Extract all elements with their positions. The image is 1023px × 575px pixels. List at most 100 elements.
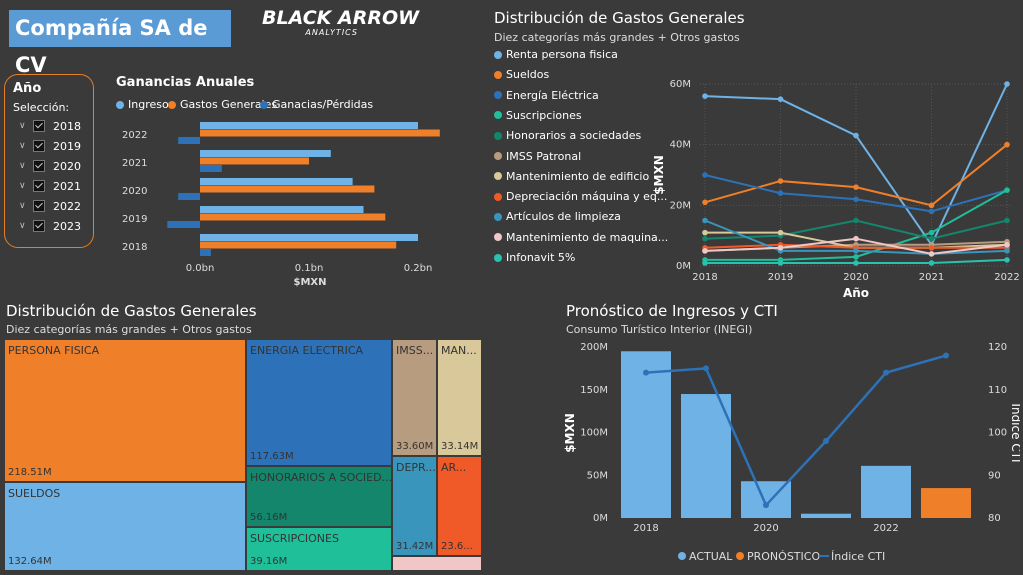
series-point[interactable] [702, 260, 708, 266]
year-option-2023[interactable]: ∨ 2023 [19, 217, 81, 235]
line-legend-item[interactable]: Mantenimiento de maquina... [494, 231, 668, 244]
forecast-legend-item[interactable]: PRONÓSTICO [736, 550, 820, 563]
annual-bar[interactable] [178, 193, 200, 200]
year-checkbox[interactable] [33, 160, 45, 172]
series-point[interactable] [1004, 248, 1010, 254]
cti-point[interactable] [883, 369, 889, 376]
series-point[interactable] [853, 132, 859, 139]
series-point[interactable] [777, 178, 784, 184]
series-point[interactable] [777, 245, 784, 251]
series-point[interactable] [853, 260, 859, 266]
series-point[interactable] [702, 235, 708, 242]
annual-bar[interactable] [178, 137, 200, 144]
actual-bar[interactable] [801, 513, 851, 518]
treemap-cell[interactable]: PERSONA FISICA 218.51M [4, 339, 246, 482]
series-point[interactable] [928, 235, 935, 242]
annual-bar[interactable] [200, 178, 353, 185]
cti-point[interactable] [643, 369, 649, 376]
series-point[interactable] [853, 196, 859, 203]
series-point[interactable] [777, 229, 784, 236]
year-option-2021[interactable]: ∨ 2021 [19, 177, 81, 195]
series-point[interactable] [853, 217, 859, 224]
series-point[interactable] [777, 190, 784, 196]
cti-point[interactable] [823, 438, 829, 445]
actual-bar[interactable] [681, 394, 731, 518]
annual-bar[interactable] [200, 234, 418, 241]
series-point[interactable] [702, 217, 708, 224]
series-point[interactable] [928, 208, 935, 215]
cti-line[interactable] [645, 354, 947, 508]
line-legend-item[interactable]: Infonavit 5% [494, 251, 575, 264]
year-checkbox[interactable] [33, 180, 45, 192]
treemap-cell[interactable]: MAN... 33.14M [437, 339, 482, 456]
line-legend-item[interactable]: IMSS Patronal [494, 150, 581, 163]
series-point[interactable] [853, 248, 859, 254]
year-option-2018[interactable]: ∨ 2018 [19, 117, 81, 135]
year-checkbox[interactable] [33, 120, 45, 132]
series-point[interactable] [1004, 217, 1010, 224]
year-option-2020[interactable]: ∨ 2020 [19, 157, 81, 175]
line-legend-item[interactable]: Mantenimiento de edificio [494, 170, 649, 183]
series-point[interactable] [1004, 81, 1010, 87]
series-point[interactable] [928, 260, 935, 266]
treemap-cell[interactable]: HONORARIOS A SOCIED... 56.16M [246, 466, 392, 527]
series-point[interactable] [853, 184, 859, 190]
series-point[interactable] [702, 229, 708, 236]
series-point[interactable] [777, 260, 784, 266]
chevron-down-icon[interactable]: ∨ [19, 181, 26, 191]
series-point[interactable] [702, 172, 708, 178]
chevron-down-icon[interactable]: ∨ [19, 201, 26, 211]
annual-bar[interactable] [200, 150, 331, 157]
annual-bar[interactable] [200, 122, 418, 129]
treemap-cell[interactable]: AR... 23.6... [437, 456, 482, 556]
treemap-cell[interactable]: ENERGIA ELECTRICA 117.63M [246, 339, 392, 466]
forecast-legend-item[interactable]: ACTUAL [678, 550, 733, 563]
treemap-cell[interactable]: IMSS... 33.60M [392, 339, 437, 456]
cti-point[interactable] [703, 365, 709, 372]
chevron-down-icon[interactable]: ∨ [19, 221, 26, 231]
line-legend-item[interactable]: Renta persona fisica [494, 48, 618, 61]
annual-legend-item[interactable]: Gastos Generales [168, 98, 277, 111]
forecast-bar[interactable] [921, 488, 971, 518]
series-point[interactable] [702, 93, 708, 99]
forecast-legend-item[interactable]: Índice CTI [819, 550, 885, 563]
series-point[interactable] [1004, 187, 1010, 193]
annual-bar[interactable] [200, 213, 386, 221]
treemap-cell[interactable]: DEPR... 31.42M [392, 456, 437, 556]
chevron-down-icon[interactable]: ∨ [19, 121, 26, 131]
annual-bar[interactable] [200, 185, 375, 193]
series-point[interactable] [1004, 141, 1010, 148]
year-checkbox[interactable] [33, 140, 45, 152]
line-legend-item[interactable]: Honorarios a sociedades [494, 129, 641, 142]
series-point[interactable] [928, 229, 935, 236]
annual-bar[interactable] [200, 241, 397, 249]
series-point[interactable] [853, 235, 859, 242]
annual-bar[interactable] [167, 221, 200, 228]
series-point[interactable] [702, 199, 708, 206]
cti-point[interactable] [943, 352, 949, 359]
year-checkbox[interactable] [33, 200, 45, 212]
actual-bar[interactable] [621, 351, 671, 518]
series-point[interactable] [1004, 257, 1010, 263]
annual-legend-item[interactable]: Ingresos [116, 98, 174, 111]
chevron-down-icon[interactable]: ∨ [19, 161, 26, 171]
treemap-cell[interactable]: SUELDOS 132.64M [4, 482, 246, 571]
annual-bar[interactable] [200, 206, 364, 213]
series-point[interactable] [853, 254, 859, 260]
series-point[interactable] [1004, 241, 1010, 248]
series-point[interactable] [928, 245, 935, 251]
line-legend-item[interactable]: Suscripciones [494, 109, 582, 122]
year-checkbox[interactable] [33, 220, 45, 232]
annual-bar[interactable] [200, 249, 211, 256]
line-legend-item[interactable]: Depreciación máquina y eq... [494, 190, 667, 203]
year-option-2019[interactable]: ∨ 2019 [19, 137, 81, 155]
chevron-down-icon[interactable]: ∨ [19, 141, 26, 151]
line-legend-item[interactable]: Sueldos [494, 68, 549, 81]
annual-bar[interactable] [200, 129, 440, 137]
series-point[interactable] [928, 202, 935, 209]
series-point[interactable] [777, 96, 784, 102]
treemap-cell[interactable] [392, 556, 482, 571]
annual-bar[interactable] [200, 165, 222, 172]
line-legend-item[interactable]: Artículos de limpieza [494, 210, 621, 223]
cti-point[interactable] [763, 502, 769, 509]
